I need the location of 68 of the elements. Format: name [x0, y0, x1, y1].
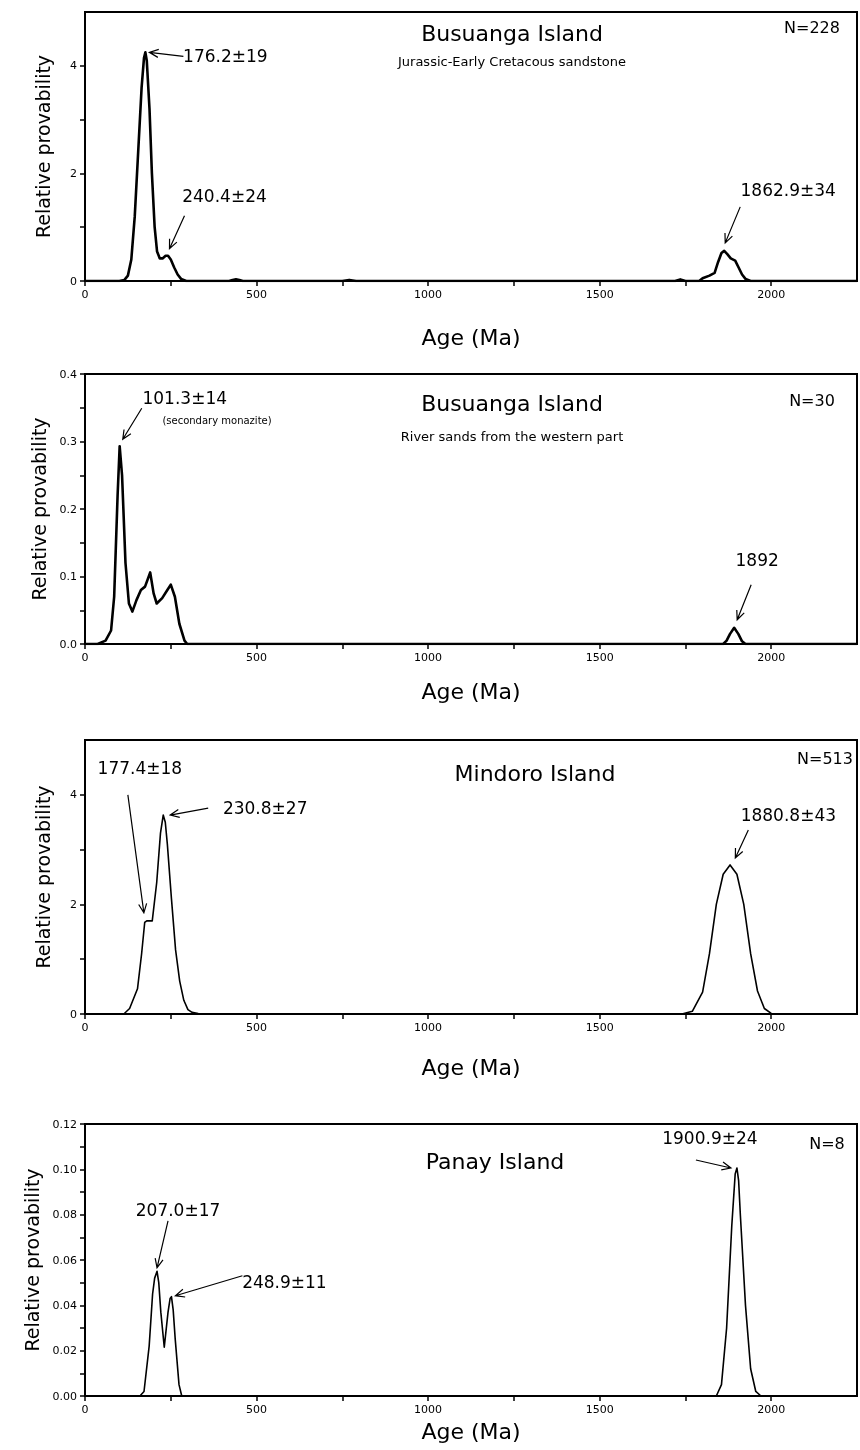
annotation: N=8 [809, 1133, 845, 1153]
annotation: N=513 [797, 748, 853, 768]
x-tick-label: 2000 [757, 651, 786, 664]
y-tick-label: 0.00 [52, 1389, 77, 1403]
y-tick-label: 0.2 [59, 502, 77, 516]
x-tick-label: 1000 [414, 1403, 443, 1416]
x-tick-label: 1500 [585, 1021, 614, 1034]
y-tick-label: 0.06 [52, 1253, 77, 1267]
x-tick-label: 1500 [585, 1403, 614, 1416]
x-tick-label: 1000 [414, 651, 443, 664]
x-tick-label: 1000 [414, 288, 443, 301]
y-tick-label: 2 [70, 166, 77, 180]
x-tick-label: 500 [246, 651, 268, 664]
x-tick-label: 0 [81, 1021, 89, 1034]
y-tick-label: 0.0 [59, 637, 77, 651]
annotation: 240.4±24 [182, 185, 267, 206]
y-tick-label: 2 [70, 897, 77, 911]
annotation: 1880.8±43 [740, 804, 836, 825]
y-axis-title: Relative provability [28, 417, 51, 601]
y-tick-label: 4 [70, 59, 77, 73]
y-tick-label: 0 [70, 1007, 77, 1021]
x-axis-title: Age (Ma) [421, 324, 521, 350]
x-tick-label: 2000 [757, 1403, 786, 1416]
x-tick-label: 1000 [414, 1021, 443, 1034]
y-axis-title: Relative provability [21, 1168, 44, 1352]
text: Mindoro Island [454, 760, 616, 786]
y-axis-title: Relative provability [31, 785, 54, 969]
text: River sands from the western part [400, 429, 624, 444]
x-tick-label: 2000 [757, 288, 786, 301]
annotation: N=30 [789, 390, 835, 410]
annotation: 248.9±11 [242, 1271, 327, 1292]
y-tick-label: 0.08 [52, 1208, 77, 1222]
y-axis-title: Relative provability [31, 54, 54, 239]
annotation: 101.3±14 [142, 388, 228, 409]
text: Jurassic-Early Cretacous sandstone [396, 54, 627, 69]
y-tick-label: 0.12 [52, 1117, 77, 1131]
annotation: 207.0±17 [135, 1199, 221, 1220]
x-tick-label: 0 [81, 651, 89, 664]
text: Panay Island [425, 1148, 565, 1174]
annotation: 1900.9±24 [662, 1127, 758, 1148]
y-tick-label: 4 [70, 788, 77, 802]
x-axis-title: Age (Ma) [421, 1418, 521, 1444]
annotation: 1892 [735, 549, 779, 570]
x-tick-label: 1500 [585, 651, 614, 664]
x-tick-label: 1500 [585, 288, 614, 301]
x-tick-label: 0 [81, 1403, 89, 1416]
annotation: 177.4±18 [97, 757, 183, 778]
y-tick-label: 0.4 [59, 367, 77, 381]
x-axis-title: Age (Ma) [421, 678, 521, 704]
annotation: (secondary monazite) [162, 414, 272, 426]
y-tick-label: 0.1 [59, 570, 77, 583]
x-tick-label: 500 [246, 1021, 268, 1034]
y-tick-label: 0.02 [52, 1344, 77, 1358]
x-axis-title: Age (Ma) [421, 1054, 521, 1080]
text: Busuanga Island [421, 390, 603, 416]
x-tick-label: 0 [81, 288, 89, 301]
x-tick-label: 500 [246, 288, 268, 301]
y-tick-label: 0.10 [52, 1162, 77, 1176]
annotation: N=228 [784, 17, 840, 37]
chart-title: Busuanga Island [421, 20, 603, 46]
annotation: 1862.9±34 [740, 179, 836, 200]
x-tick-label: 500 [246, 1403, 268, 1416]
y-tick-label: 0.04 [52, 1298, 77, 1312]
annotation: 176.2±19 [183, 46, 268, 67]
annotation: 230.8±27 [222, 798, 308, 819]
y-tick-label: 0 [70, 274, 77, 288]
x-tick-label: 2000 [757, 1021, 786, 1034]
y-tick-label: 0.3 [59, 435, 77, 448]
